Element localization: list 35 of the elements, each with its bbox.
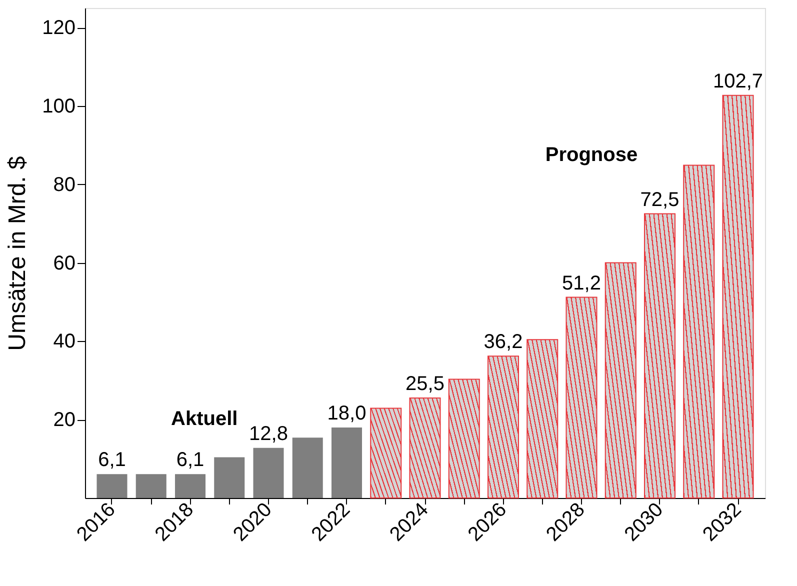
bar [174,474,206,498]
data-label: 6,1 [176,449,204,472]
series-label: Aktuell [171,408,238,430]
bar [409,398,441,498]
data-label: 72,5 [640,188,680,211]
data-label: 25,5 [406,373,444,396]
y-tick-label: 120 [42,17,76,40]
y-tick-label: 40 [53,330,76,353]
y-tick-label: 80 [53,174,76,196]
data-label: 6,1 [98,449,126,472]
y-tick-label: 100 [42,96,76,118]
bar [487,356,520,498]
y-tick-label: 20 [53,409,76,432]
data-label: 36,2 [484,331,523,354]
data-label: 18,0 [327,402,366,424]
bar [96,474,128,498]
data-label: 12,8 [249,422,288,445]
data-label: 102,7 [712,70,764,92]
bar [214,457,245,498]
y-axis-title: Umsätze in Mrd. $ [4,156,32,351]
bar [253,448,284,498]
bar [644,213,676,498]
text: Prognose [545,144,638,166]
bar [292,438,323,498]
y-tick-label: 60 [53,252,76,274]
data-label: 51,2 [562,272,601,294]
bar [331,427,362,498]
bar [448,378,480,498]
bar [136,474,166,498]
bar [604,262,636,498]
bar [722,94,754,498]
bar [526,339,558,498]
bar [370,408,402,498]
bar [683,164,715,498]
bar [566,296,598,498]
